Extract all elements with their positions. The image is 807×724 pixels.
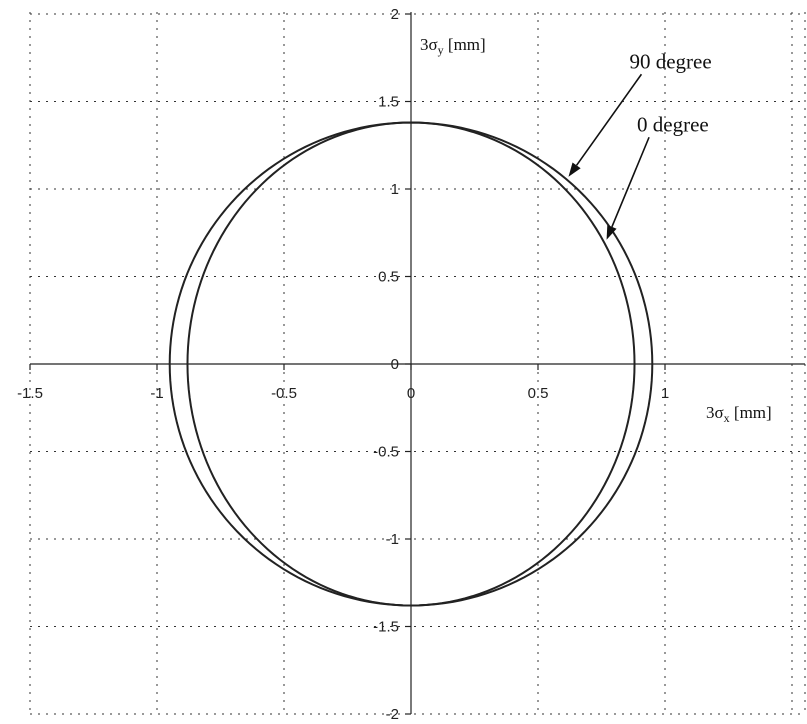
y-tick-label: 1.5 — [378, 94, 399, 111]
tick-labels: -1.5 -1 -0.5 0 0.5 1 -2 -1.5 -1 -0.5 0 0.5 1 1.5 2 — [17, 6, 669, 723]
y-tick-label: 0.5 — [378, 269, 399, 286]
y-axis-label-unit: [mm] — [444, 35, 486, 54]
axes — [29, 12, 805, 715]
x-tick-label: 1 — [661, 385, 669, 402]
x-axis-label: 3σx [mm] — [706, 403, 772, 425]
series-curve-90-degree — [168, 121, 654, 607]
x-tick-label: 0.5 — [528, 385, 549, 402]
annotation-arrowhead — [568, 162, 581, 177]
y-tick-label: 1 — [391, 181, 399, 198]
x-tick-label: 0 — [407, 385, 415, 402]
x-tick-label: -0.5 — [271, 385, 297, 402]
annotation-label: 0 degree — [637, 112, 709, 136]
annotation-arrow — [575, 73, 643, 166]
y-tick-label: 0 — [391, 356, 399, 373]
y-tick-label: -1.5 — [373, 619, 399, 636]
y-tick-label: -0.5 — [373, 444, 399, 461]
y-tick-label: 2 — [391, 6, 399, 23]
y-tick-label: -1 — [386, 531, 399, 548]
y-axis-label-main: 3σ — [420, 35, 438, 54]
annotation-arrowhead — [606, 224, 617, 240]
x-tick-label: -1 — [150, 385, 163, 402]
annotation-label: 90 degree — [629, 49, 711, 73]
annotations: 90 degree 0 degree — [568, 49, 712, 240]
series-curve-0-degree — [186, 121, 636, 607]
grid — [29, 12, 806, 715]
series — [168, 121, 654, 607]
x-axis-label-main: 3σ — [706, 403, 724, 422]
y-tick-label: -2 — [386, 706, 399, 723]
annotation-arrow — [611, 136, 650, 228]
y-axis-label: 3σy [mm] — [420, 35, 486, 57]
x-axis-label-sub: x — [724, 411, 730, 425]
y-axis-label-sub: y — [438, 43, 444, 57]
x-tick-label: -1.5 — [17, 385, 43, 402]
x-axis-label-unit: [mm] — [730, 403, 772, 422]
